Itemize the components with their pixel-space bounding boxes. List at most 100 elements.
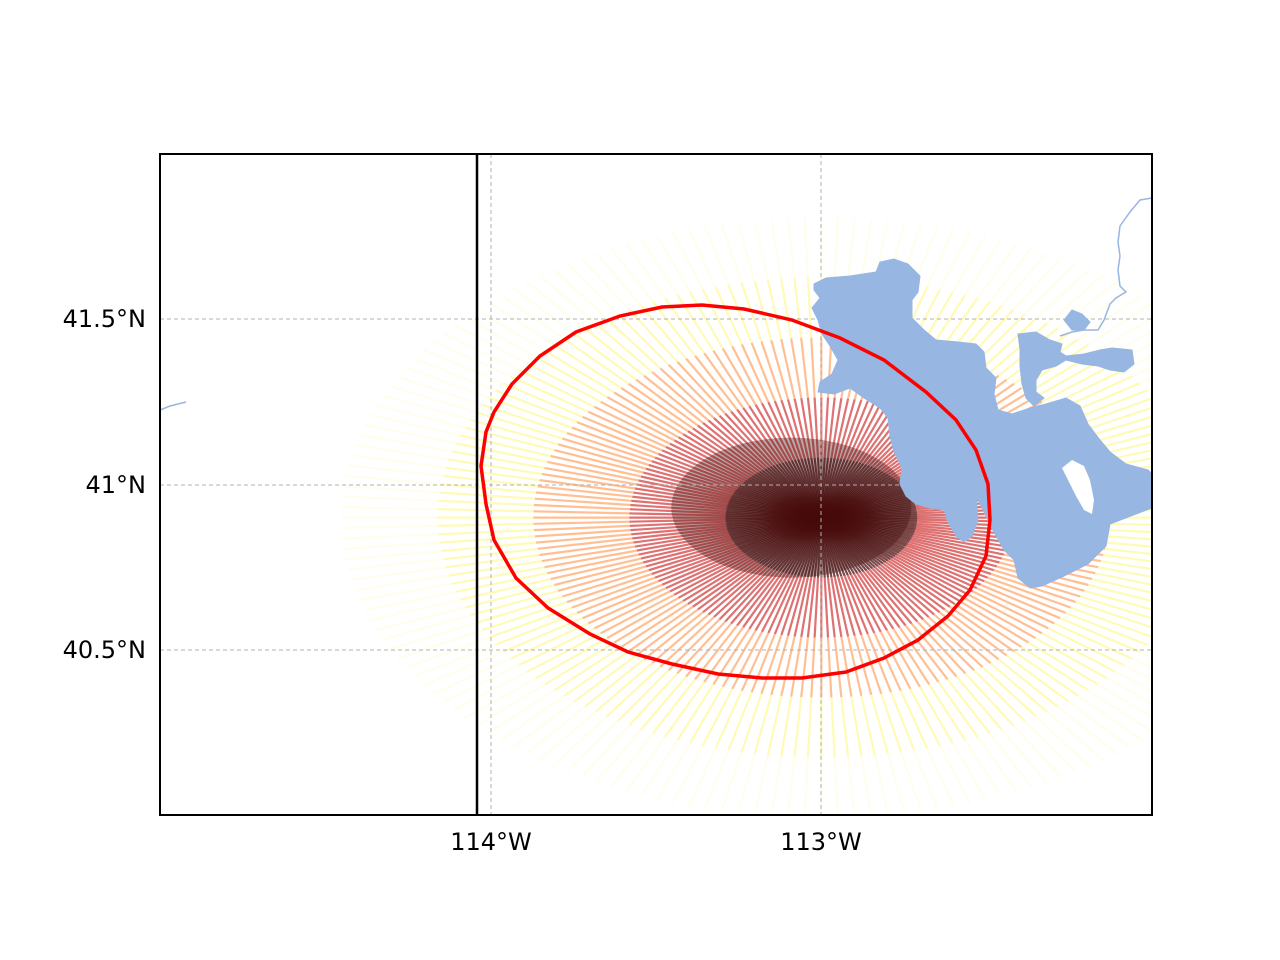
heat-ray-segment xyxy=(536,533,632,544)
heat-ray-segment xyxy=(1203,543,1280,549)
heat-ray-segment xyxy=(701,688,734,747)
heat-ray-segment xyxy=(753,280,773,341)
heat-ray-segment xyxy=(713,417,769,469)
heat-ray-segment xyxy=(645,540,734,568)
willard-bay xyxy=(1063,309,1091,331)
heat-ray-segment xyxy=(606,596,680,639)
heat-ray-segment xyxy=(894,555,969,596)
heat-ray-segment xyxy=(475,308,546,352)
heat-ray-segment xyxy=(898,551,978,590)
heat-ray-segment xyxy=(1177,405,1266,427)
heat-ray-segment xyxy=(748,405,787,463)
heat-ray-segment xyxy=(539,479,634,494)
heat-ray-segment xyxy=(976,587,1055,625)
heat-ray-segment xyxy=(988,732,1033,788)
heat-ray-segment xyxy=(673,555,749,596)
heat-ray-segment xyxy=(629,508,726,515)
heat-ray-segment xyxy=(651,613,710,665)
heat-ray-segment xyxy=(582,415,663,452)
heat-ray-segment xyxy=(721,347,757,406)
heat-ray-segment xyxy=(853,404,888,462)
heat-ray-segment xyxy=(773,400,800,460)
heat-ray-segment xyxy=(1191,435,1280,452)
heat-ray-segment xyxy=(750,342,776,402)
heat-ray-segment xyxy=(884,561,951,608)
heat-core xyxy=(671,437,912,578)
heat-ray-segment xyxy=(1087,689,1152,733)
heat-ray-segment xyxy=(836,576,856,636)
heat-ray-segment xyxy=(460,434,551,458)
heat-ray-segment xyxy=(557,565,647,592)
heat-ray-segment xyxy=(510,622,589,660)
y-tick-label-41n: 41°N xyxy=(86,471,147,499)
heat-ray-segment xyxy=(847,756,856,815)
heat-ray-segment xyxy=(613,599,684,644)
heat-ray-segment xyxy=(905,544,992,575)
heat-ray-segment xyxy=(676,360,727,415)
heat-ray-segment xyxy=(405,636,490,669)
heat-ray-segment xyxy=(833,576,850,637)
heat-ray-segment xyxy=(707,565,766,616)
heat-ray-segment xyxy=(1012,256,1063,311)
heat-ray-segment xyxy=(871,567,924,621)
heat-ray-segment xyxy=(892,556,965,599)
heat-ray-segment xyxy=(348,558,444,571)
heat-ray-segment xyxy=(656,235,691,293)
heat-ray-segment xyxy=(748,572,787,630)
heat-ray-segment xyxy=(487,300,556,346)
heat-ray-segment xyxy=(1104,547,1152,556)
heat-ray-segment xyxy=(951,235,987,293)
heat-ray-segment xyxy=(976,242,1018,299)
heat-ray-segment xyxy=(1146,387,1152,392)
heat-ray-segment xyxy=(605,665,662,718)
heat-ray-segment xyxy=(443,547,538,561)
heat-ray-segment xyxy=(633,491,728,507)
heat-ray-segment xyxy=(629,520,726,527)
heat-ray-segment xyxy=(896,553,974,593)
heat-ray-segment xyxy=(445,553,540,569)
heat-ray-segment xyxy=(554,646,622,692)
heat-ray-segment xyxy=(566,572,653,604)
heat-ray-segment xyxy=(1200,466,1280,476)
heat-ray-segment xyxy=(687,559,756,605)
heat-ray-segment xyxy=(636,533,730,552)
heat-ray-segment xyxy=(860,695,876,756)
heat-ray-segment xyxy=(672,745,704,804)
heat-ray-segment xyxy=(865,569,913,625)
heat-ray-segment xyxy=(840,636,853,697)
heat-ray-segment xyxy=(552,267,608,320)
heat-ray-segment xyxy=(718,415,772,468)
heat-ray-segment xyxy=(673,439,749,480)
heat-ray-segment xyxy=(780,575,803,636)
heat-ray-segment xyxy=(1107,535,1152,541)
heat-ray-segment xyxy=(1102,553,1152,563)
heat-ray-segment xyxy=(562,437,650,466)
heat-ray-segment xyxy=(533,503,630,511)
heat-ray-segment xyxy=(793,696,803,758)
heat-ray-segment xyxy=(1034,637,1108,680)
heat-ray-segment xyxy=(1204,497,1280,501)
heat-ray-segment xyxy=(432,340,512,378)
heat-ray-segment xyxy=(488,396,573,429)
heat-ray-segment xyxy=(364,423,457,445)
heat-ray-segment xyxy=(918,686,954,744)
heat-ray-segment xyxy=(631,499,727,511)
heat-ray-segment xyxy=(989,662,1048,713)
heat-ray-segment xyxy=(376,404,466,429)
heat-ray-segment xyxy=(973,669,1026,722)
heat-ray-segment xyxy=(1070,606,1152,639)
bear-river xyxy=(1059,197,1152,337)
heat-ray-segment xyxy=(359,582,453,602)
heat-ray-segment xyxy=(687,430,756,476)
heat-ray-segment xyxy=(351,566,446,581)
heat-ray-segment xyxy=(345,549,442,561)
heat-ray-segment xyxy=(658,452,741,487)
heat-ray-segment xyxy=(1059,617,1141,653)
heat-ray-segment xyxy=(889,691,916,751)
antelope-island xyxy=(1062,460,1094,514)
heat-ray-segment xyxy=(1160,377,1245,405)
heat-ray-segment xyxy=(1075,601,1152,629)
heat-ray-segment xyxy=(703,352,745,409)
heat-ray-segment xyxy=(453,670,528,712)
